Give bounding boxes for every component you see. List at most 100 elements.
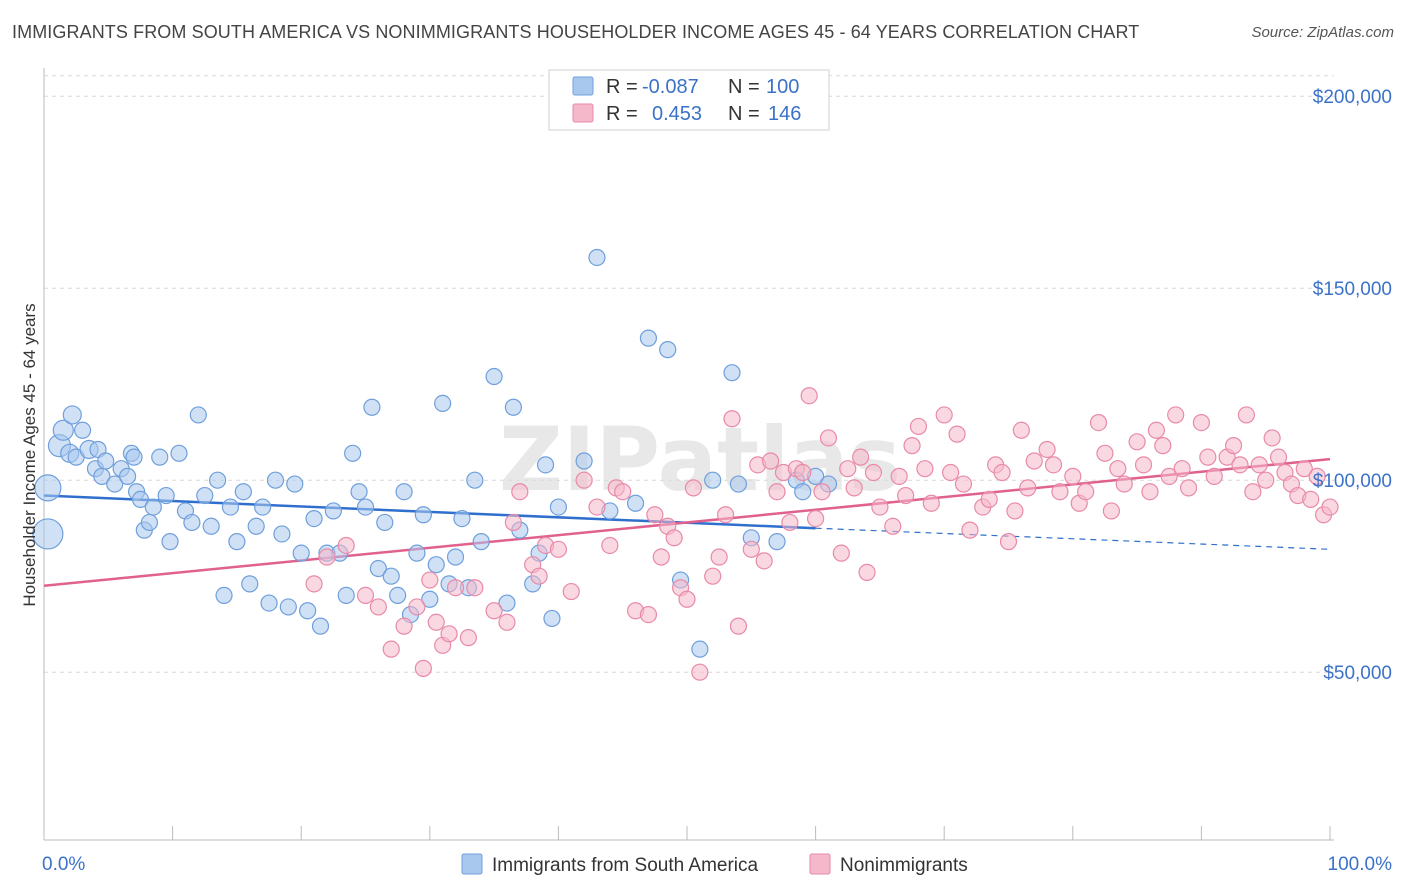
- point-0-97: [794, 483, 812, 501]
- point-1-63: [864, 463, 883, 482]
- point-0-91: [704, 471, 722, 489]
- point-0-60: [389, 586, 407, 605]
- point-0-19: [131, 490, 150, 508]
- legend-r-label-2: R =: [606, 103, 638, 125]
- point-1-117: [1269, 448, 1288, 466]
- point-1-67: [897, 486, 915, 505]
- point-1-105: [1179, 479, 1198, 497]
- point-1-114: [1250, 456, 1268, 474]
- point-0-61: [395, 483, 413, 501]
- point-1-3: [356, 586, 375, 605]
- axes: [43, 68, 1334, 841]
- point-1-89: [1064, 467, 1082, 485]
- point-1-51: [781, 513, 799, 532]
- point-0-34: [221, 498, 240, 516]
- point-0-56: [363, 398, 381, 416]
- y-tick-label-2: $150,000: [1313, 279, 1392, 300]
- point-1-84: [1019, 479, 1037, 497]
- series-nonimmigrants: [305, 387, 1339, 681]
- point-1-122: [1302, 490, 1320, 508]
- point-1-56: [813, 483, 831, 501]
- point-1-81: [999, 533, 1018, 551]
- point-1-49: [768, 483, 786, 501]
- point-0-81: [543, 609, 561, 628]
- point-1-94: [1102, 502, 1120, 520]
- point-1-14: [459, 629, 477, 647]
- point-1-31: [639, 605, 658, 624]
- point-0-37: [241, 575, 259, 593]
- y-tick-label-3: $200,000: [1313, 87, 1392, 108]
- point-0-69: [446, 548, 465, 566]
- point-1-13: [446, 579, 465, 597]
- point-0-44: [286, 475, 304, 493]
- point-1-123: [1308, 467, 1326, 485]
- legend-r-label-1: R =: [606, 76, 638, 98]
- point-1-57: [819, 429, 838, 447]
- point-1-97: [1128, 433, 1146, 451]
- point-1-15: [466, 579, 484, 597]
- point-0-74: [485, 367, 503, 386]
- point-1-4: [369, 598, 387, 616]
- point-0-43: [279, 598, 297, 616]
- point-1-86: [1038, 440, 1056, 459]
- point-0-17: [125, 448, 143, 466]
- point-1-5: [382, 640, 400, 658]
- point-0-59: [382, 567, 400, 585]
- point-1-40: [704, 567, 722, 585]
- bottom-legend-swatch-blue: [461, 853, 483, 875]
- point-1-0: [305, 575, 323, 593]
- legend-n-value-1: 100: [766, 76, 799, 98]
- point-1-1: [318, 548, 336, 566]
- point-1-71: [922, 494, 940, 512]
- point-1-61: [852, 448, 870, 466]
- point-0-36: [234, 483, 252, 501]
- point-1-72: [935, 406, 953, 424]
- point-0-95: [768, 533, 786, 551]
- point-1-21: [530, 567, 548, 585]
- point-0-42: [273, 525, 291, 543]
- point-0-57: [369, 559, 387, 578]
- point-1-44: [729, 617, 748, 635]
- point-0-45: [292, 544, 310, 562]
- point-1-115: [1257, 471, 1275, 489]
- point-1-68: [903, 437, 921, 455]
- point-0-54: [350, 483, 368, 501]
- point-0-33: [215, 586, 233, 605]
- point-1-6: [395, 617, 413, 635]
- point-1-106: [1192, 414, 1211, 432]
- point-0-82: [549, 498, 568, 516]
- point-0-47: [305, 509, 323, 528]
- point-1-102: [1160, 467, 1178, 485]
- point-1-80: [993, 463, 1011, 482]
- point-0-58: [376, 513, 394, 532]
- point-1-38: [684, 479, 703, 497]
- y-axis-label: Householder Income Ages 45 - 64 years: [20, 303, 39, 606]
- point-0-0: [34, 474, 62, 502]
- point-1-87: [1044, 456, 1063, 474]
- point-0-35: [228, 533, 246, 551]
- point-1-60: [845, 479, 863, 497]
- point-1-42: [716, 506, 735, 524]
- point-1-113: [1244, 483, 1262, 501]
- point-1-73: [942, 463, 960, 482]
- point-0-63: [408, 544, 426, 562]
- point-1-125: [1321, 498, 1339, 516]
- legend-box: R = -0.087 N = 100 R = 0.453 N = 146: [548, 69, 830, 131]
- point-0-80: [536, 456, 555, 474]
- point-1-74: [948, 425, 966, 443]
- point-0-5: [62, 405, 82, 425]
- point-1-62: [858, 563, 876, 581]
- point-0-23: [151, 448, 169, 466]
- point-0-72: [466, 471, 484, 489]
- point-1-75: [954, 475, 973, 493]
- point-1-64: [871, 498, 889, 516]
- point-1-32: [646, 506, 664, 524]
- source-label: Source: ZipAtlas.com: [1251, 24, 1394, 41]
- point-0-41: [266, 471, 285, 489]
- point-1-43: [723, 410, 741, 428]
- point-0-7: [73, 421, 92, 439]
- point-0-26: [170, 444, 188, 462]
- point-1-59: [839, 460, 857, 478]
- point-1-8: [414, 659, 432, 677]
